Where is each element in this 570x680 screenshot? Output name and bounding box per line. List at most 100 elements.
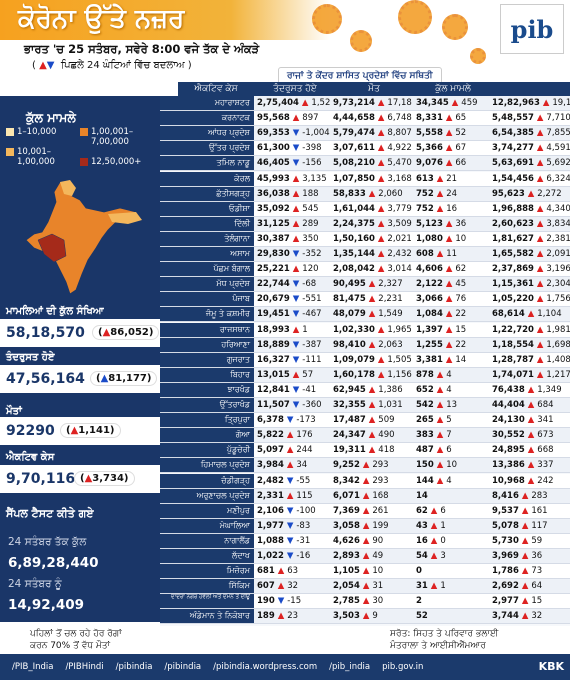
deaths-change: 45 [455,279,467,290]
up-arrow-icon: ▲ [524,188,538,199]
pib-logo: pib [500,4,564,54]
active-value: 46,405 [257,158,290,169]
deaths-change: 13 [446,400,458,410]
deaths-cell: 878 ▲ 4 [412,368,488,382]
deaths-cell: 5,558 ▲ 52 [412,126,488,140]
table-row: ਅਰੁਣਾਚਲ ਪ੍ਰਦੇਸ਼ 2,331 ▲ 115 6,071 ▲ 168 14 … [160,488,570,504]
recovered-cell: 58,833 ▲ 2,060 [330,187,412,201]
recovered-cell: 90,495 ▲ 2,327 [330,277,412,291]
recovered-change: 261 [372,505,389,516]
up-arrow-icon: ▲ [374,128,388,139]
up-arrow-icon: ▲ [433,400,447,410]
deaths-band: 92290 (▲1,141) [0,415,160,445]
table-row: ਮਹਾਰਾਸ਼ਟਰ2,75,404 ▲ 1,5219,73,214 ▲ 17,1… [160,96,570,111]
recovered-value: 6,071 [333,490,360,501]
recovered-value: 5,08,210 [333,158,375,169]
up-arrow-icon: ▲ [359,460,373,471]
active-change: -55 [296,475,311,486]
deaths-value: 14 [416,490,428,501]
deaths-value: 1,255 [416,339,443,350]
state-name: ਦਾਦਰਾ ਨਗਰ ਹਵੇਲੀ ਅਤੇ ਦਮਨ ਤੇ ਦੀਊ [160,594,254,609]
total-value: 6,54,385 [492,128,534,139]
recovered-value: 98,410 [333,339,366,350]
table-row: ਮੇਘਾਲਿਆ 1,977 ▼ -83 3,058 ▲ 199 43 ▲ 1 5,078… [160,518,570,534]
up-arrow-icon: ▲ [283,460,297,471]
active-cell: 607 ▲ 32 [254,579,330,593]
up-arrow-icon: ▲ [365,339,379,350]
active-value: 6,378 [257,415,284,426]
recovered-band: 47,56,164 (▲81,177) [0,363,160,393]
up-arrow-icon: ▲ [533,339,547,350]
table-row: ਤੇਲੰਗਾਨਾ 30,387 ▲ 350 1,50,160 ▲ 2,021 1,08… [160,231,570,247]
total-change: 1,981 [546,324,570,335]
deaths-cell: 652 ▲ 4 [412,383,488,397]
deaths-value: 1,397 [416,324,443,335]
recovered-change: 49 [372,551,384,561]
deaths-value: 43 [416,520,428,531]
up-arrow-icon: ▲ [433,249,447,259]
up-arrow-icon: ▲ [298,98,312,108]
active-value: 16,327 [257,354,290,365]
deaths-change: 10 [446,460,458,471]
active-cell: 1,977 ▼ -83 [254,519,330,533]
deaths-value: 383 [416,430,434,441]
recovered-change: 293 [372,460,389,471]
recovered-value: 4,44,658 [333,113,375,124]
up-arrow-icon: ▲ [533,203,547,214]
deaths-change: 10 [455,233,467,244]
social-link[interactable]: /pibindia [164,662,202,672]
col-recovered: ਤੰਦਰੁਸਤ ਹੋਏ [273,84,317,94]
up-arrow-icon: ▲ [274,566,288,577]
recovered-change: 8,807 [387,128,412,139]
deaths-value: 5,558 [416,128,443,139]
up-arrow-icon: ▲ [442,158,456,169]
deaths-value: 752 [416,188,434,199]
state-name: ਉੱਤਰ ਪ੍ਰਦੇਸ਼ [160,141,254,156]
social-link[interactable]: pib.gov.in [382,662,424,672]
up-arrow-icon: ▲ [433,475,447,486]
recovered-cell: 3,058 ▲ 199 [330,519,412,533]
tests-day-label: 24 ਸਤੰਬਰ ਨੂੰ [8,578,62,590]
deaths-value: 92290 [6,423,55,439]
deaths-cell: 2 [412,594,488,608]
social-link[interactable]: /PIBHindi [65,662,104,672]
recovered-change: 1,156 [387,369,412,380]
up-arrow-icon: ▲ [533,173,547,184]
down-arrow-icon: ▼ [289,384,303,395]
recovered-change: 9 [372,611,378,622]
social-link[interactable]: /pib_india [329,662,371,672]
up-arrow-icon: ▲ [433,384,447,395]
recovered-value: 2,054 [333,581,360,592]
state-name: ਹਰਿਆਣਾ [160,337,254,352]
up-arrow-icon: ▲ [374,158,388,169]
active-change: 23 [287,611,299,622]
recovered-change: 3,014 [387,264,412,275]
total-cell: 13,386 ▲ 337 [488,458,570,472]
active-value: 2,482 [257,475,284,486]
active-change: -360 [302,400,322,410]
tests-day-value: 14,92,409 [8,597,85,613]
down-arrow-icon: ▼ [289,143,303,154]
total-cell: 30,552 ▲ 673 [488,428,570,442]
deaths-change: 11 [446,249,458,259]
total-value: 95,623 [492,188,525,199]
deaths-value: 16 [416,535,428,546]
recovered-change: 2,021 [387,233,412,244]
social-link[interactable]: /pibindia.wordpress.com [213,662,318,672]
social-link[interactable]: /PIB_India [12,662,54,672]
table-row: ਛੱਤੀਸਗੜ੍ਹ 36,038 ▲ 188 58,833 ▲ 2,060 752 ▲… [160,186,570,202]
recovered-value: 9,73,214 [333,98,375,108]
recovered-cell: 62,945 ▲ 1,386 [330,383,412,397]
deaths-cell: 16 ▲ 0 [412,534,488,548]
deaths-change: 5 [446,415,452,426]
up-arrow-icon: ▲ [283,490,297,501]
active-cell: 5,097 ▲ 244 [254,443,330,457]
recovered-value: 24,347 [333,430,366,441]
social-link[interactable]: /pibindia [115,662,153,672]
up-arrow-icon: ▲ [518,520,532,531]
deaths-value: 265 [416,415,434,426]
active-change: -1,004 [302,128,330,139]
up-arrow-icon: ▲ [365,415,379,426]
